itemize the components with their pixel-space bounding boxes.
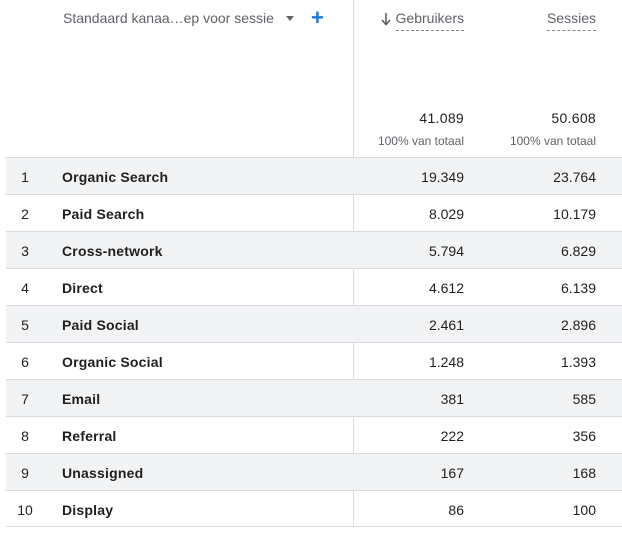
add-dimension-icon[interactable]: + xyxy=(311,5,324,30)
table-row[interactable]: 3 Cross-network 5.794 6.829 xyxy=(6,231,622,268)
sessions-value: 10.179 xyxy=(553,206,596,222)
table-header: Standaard kanaa…ep voor sessie + Gebruik… xyxy=(6,0,622,157)
dimension-selector[interactable]: Standaard kanaa…ep voor sessie xyxy=(63,10,294,26)
table-row[interactable]: 2 Paid Search 8.029 10.179 xyxy=(6,194,622,231)
row-index: 5 xyxy=(21,317,29,333)
table-row[interactable]: 7 Email 381 585 xyxy=(6,379,622,416)
users-value: 222 xyxy=(440,428,464,444)
users-value: 8.029 xyxy=(428,206,464,222)
row-index: 7 xyxy=(21,391,29,407)
users-total-value: 41.089 xyxy=(419,110,464,126)
table-row[interactable]: 10 Display 86 100 xyxy=(6,490,622,527)
channel-name: Paid Social xyxy=(62,317,139,333)
table-body: 1 Organic Search 19.349 23.764 2 Paid Search 8… xyxy=(6,157,622,527)
users-total: 41.089 100% van totaal xyxy=(378,110,464,148)
row-index: 10 xyxy=(17,502,33,518)
sessions-column-header[interactable]: Sessies xyxy=(546,10,596,31)
users-value: 1.248 xyxy=(428,354,464,370)
users-value: 381 xyxy=(440,391,464,407)
row-index: 2 xyxy=(21,206,29,222)
row-index: 1 xyxy=(21,169,29,185)
row-index: 6 xyxy=(21,354,29,370)
users-value: 86 xyxy=(448,502,464,518)
users-value: 5.794 xyxy=(428,243,464,259)
sessions-value: 2.896 xyxy=(560,317,596,333)
channel-name: Display xyxy=(62,502,114,518)
table-row[interactable]: 9 Unassigned 167 168 xyxy=(6,453,622,490)
users-value: 167 xyxy=(440,465,464,481)
dimension-label: Standaard kanaa…ep voor sessie xyxy=(63,10,274,26)
sessions-total: 50.608 100% van totaal xyxy=(510,110,596,148)
table-row[interactable]: 4 Direct 4.612 6.139 xyxy=(6,268,622,305)
row-index: 3 xyxy=(21,243,29,259)
report-table: Standaard kanaa…ep voor sessie + Gebruik… xyxy=(6,0,622,527)
channel-name: Referral xyxy=(62,428,117,444)
channel-name: Cross-network xyxy=(62,243,163,259)
sessions-value: 168 xyxy=(572,465,596,481)
users-total-percent: 100% van totaal xyxy=(377,134,464,148)
channel-name: Direct xyxy=(62,280,103,296)
table-row[interactable]: 8 Referral 222 356 xyxy=(6,416,622,453)
channel-name: Email xyxy=(62,391,101,407)
sessions-column-label: Sessies xyxy=(546,10,596,31)
row-index: 9 xyxy=(21,465,29,481)
channel-name: Paid Search xyxy=(62,206,145,222)
table-row[interactable]: 6 Organic Social 1.248 1.393 xyxy=(6,342,622,379)
users-value: 19.349 xyxy=(421,169,464,185)
channel-name: Organic Social xyxy=(62,354,163,370)
sessions-value: 6.139 xyxy=(560,280,596,296)
users-column-header[interactable]: Gebruikers xyxy=(380,10,464,31)
users-column-label: Gebruikers xyxy=(395,10,464,31)
sessions-value: 100 xyxy=(572,502,596,518)
table-row[interactable]: 5 Paid Social 2.461 2.896 xyxy=(6,305,622,342)
dropdown-caret-icon[interactable] xyxy=(285,15,294,21)
sort-descending-icon[interactable] xyxy=(380,12,392,26)
sessions-value: 23.764 xyxy=(553,169,596,185)
sessions-total-value: 50.608 xyxy=(551,110,596,126)
row-index: 4 xyxy=(21,280,29,296)
users-value: 4.612 xyxy=(428,280,464,296)
sessions-value: 1.393 xyxy=(560,354,596,370)
channel-name: Unassigned xyxy=(62,465,144,481)
sessions-value: 585 xyxy=(572,391,596,407)
sessions-value: 356 xyxy=(572,428,596,444)
users-value: 2.461 xyxy=(428,317,464,333)
channel-name: Organic Search xyxy=(62,169,169,185)
sessions-value: 6.829 xyxy=(560,243,596,259)
table-row[interactable]: 1 Organic Search 19.349 23.764 xyxy=(6,157,622,194)
row-index: 8 xyxy=(21,428,29,444)
sessions-total-percent: 100% van totaal xyxy=(509,134,596,148)
